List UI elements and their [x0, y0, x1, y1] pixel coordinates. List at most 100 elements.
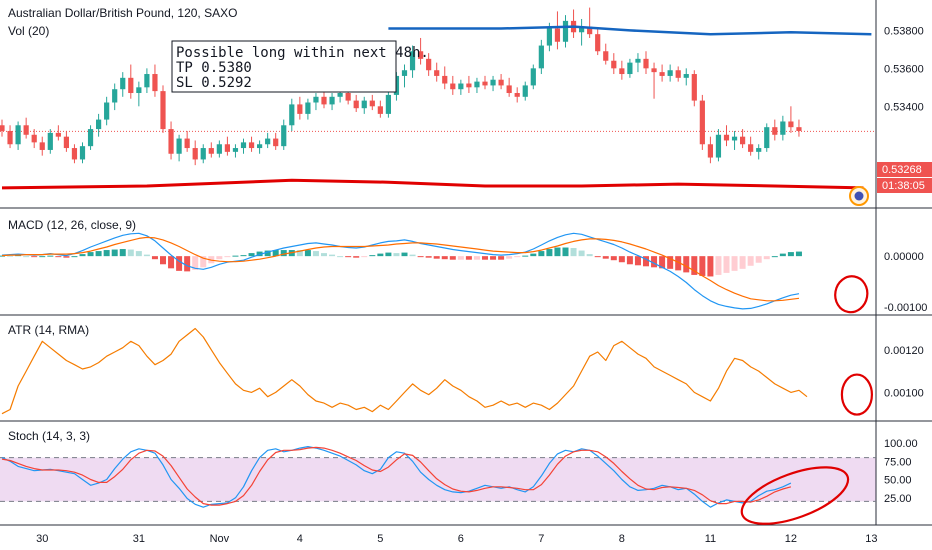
candle-body [627, 62, 633, 75]
atr-line [1, 327, 808, 415]
macd-histogram-bar [506, 256, 513, 259]
macd-histogram-bar [95, 251, 102, 257]
freehand-circles[interactable] [735, 274, 874, 536]
macd-histogram-bar [691, 256, 698, 275]
atr-highlight-circle [840, 373, 874, 416]
macd-histogram-bar [554, 247, 561, 257]
macd-histogram-bar [119, 249, 126, 257]
macd-histogram-bar [168, 256, 175, 269]
candle-body [538, 45, 544, 69]
macd-histogram-bar [417, 256, 424, 258]
candle-body [514, 93, 520, 97]
candle-body [587, 26, 593, 35]
candle-body [530, 68, 536, 86]
time-tick-label: 30 [36, 533, 48, 545]
candles [0, 7, 802, 166]
macd-histogram-bar [482, 256, 488, 260]
candle-body [796, 127, 802, 131]
macd-histogram-bar [683, 256, 690, 273]
macd-histogram-bar [715, 256, 722, 275]
macd-histogram-bar [304, 250, 311, 257]
macd-histogram-bar [264, 250, 271, 257]
symbol-title: Australian Dollar/British Pound, 120, SA… [8, 6, 237, 20]
candle-body [192, 148, 198, 160]
candle-body [345, 93, 351, 101]
macd-histogram-bar [192, 256, 199, 270]
candle-body [337, 93, 343, 97]
macd-histogram-bar [385, 252, 392, 257]
candle-body [96, 119, 102, 130]
macd-histogram-bar [659, 256, 666, 269]
time-tick-label: 6 [458, 533, 464, 545]
candle-body [401, 70, 408, 76]
candle-body [353, 100, 359, 109]
candle-body [490, 79, 496, 86]
macd-histogram-bar [353, 256, 360, 258]
trade-note[interactable]: Possible long within next 48h. TP 0.5380… [171, 40, 429, 93]
macd-histogram-bar [280, 250, 287, 257]
macd-histogram-bar [79, 254, 86, 257]
macd-highlight-circle [834, 275, 869, 314]
macd-histogram-bar [176, 256, 183, 271]
macd-histogram-bar [103, 250, 110, 257]
macd-histogram-bar [739, 256, 746, 269]
macd-histogram-bar [345, 256, 352, 258]
candle-body [756, 148, 762, 152]
macd-histogram-bar [39, 256, 46, 258]
candle-body [699, 100, 705, 145]
macd-histogram-bar [441, 256, 448, 260]
candle-body [63, 136, 69, 149]
macd-histogram-bar [377, 253, 384, 257]
candle-body [144, 74, 150, 88]
candle-body [683, 74, 689, 78]
candle-body [715, 134, 722, 158]
candle-body [740, 136, 746, 145]
drawn-trendlines[interactable] [1, 25, 872, 190]
macd-histogram-bar [675, 256, 682, 271]
macd-histogram-bar [514, 256, 521, 258]
candle-body [554, 28, 561, 42]
macd-histogram-bar [787, 252, 794, 257]
candle-body [7, 130, 13, 145]
candle-body [611, 60, 617, 69]
macd-histogram-bar [329, 254, 336, 257]
macd-histogram-bar [151, 256, 158, 260]
macd-histogram-bar [755, 256, 762, 263]
macd-histogram-bar [23, 256, 30, 258]
candle-body [176, 138, 182, 154]
candle-body [418, 51, 424, 59]
time-tick-label: 13 [865, 533, 877, 545]
macd-histogram [0, 247, 802, 277]
atr-tick-label: 0.00100 [884, 387, 924, 399]
atr-tick-label: 0.00120 [884, 345, 924, 357]
macd-histogram-bar [586, 254, 593, 257]
candle-body [434, 70, 440, 76]
macd-tick-label: -0.00100 [884, 302, 927, 314]
macd-histogram-bar [256, 251, 263, 257]
candle-body [377, 106, 383, 114]
price-tick-label: 0.53400 [884, 101, 924, 113]
macd-histogram-bar [401, 252, 408, 257]
macd-histogram-bar [610, 256, 617, 261]
candle-body [184, 138, 190, 149]
macd-histogram-bar [160, 256, 166, 265]
macd-histogram-bar [393, 253, 400, 257]
macd-histogram-bar [321, 253, 327, 257]
macd-histogram-bar [296, 250, 303, 257]
macd-histogram-bar [634, 256, 641, 266]
event-flag-icon[interactable] [849, 186, 869, 206]
macd-histogram-bar [135, 251, 142, 257]
macd-histogram-bar [473, 256, 480, 260]
macd-histogram-bar [224, 256, 231, 258]
candle-body [482, 81, 488, 86]
trade-note-box [171, 40, 397, 93]
candle-body [15, 125, 21, 145]
macd-histogram-bar [771, 256, 778, 258]
time-tick-label: 12 [785, 533, 797, 545]
macd-histogram-bar [594, 256, 601, 258]
macd-histogram-bar [546, 249, 553, 257]
candle-body [224, 144, 230, 152]
candle-body [240, 142, 247, 149]
candle-body [281, 125, 287, 147]
